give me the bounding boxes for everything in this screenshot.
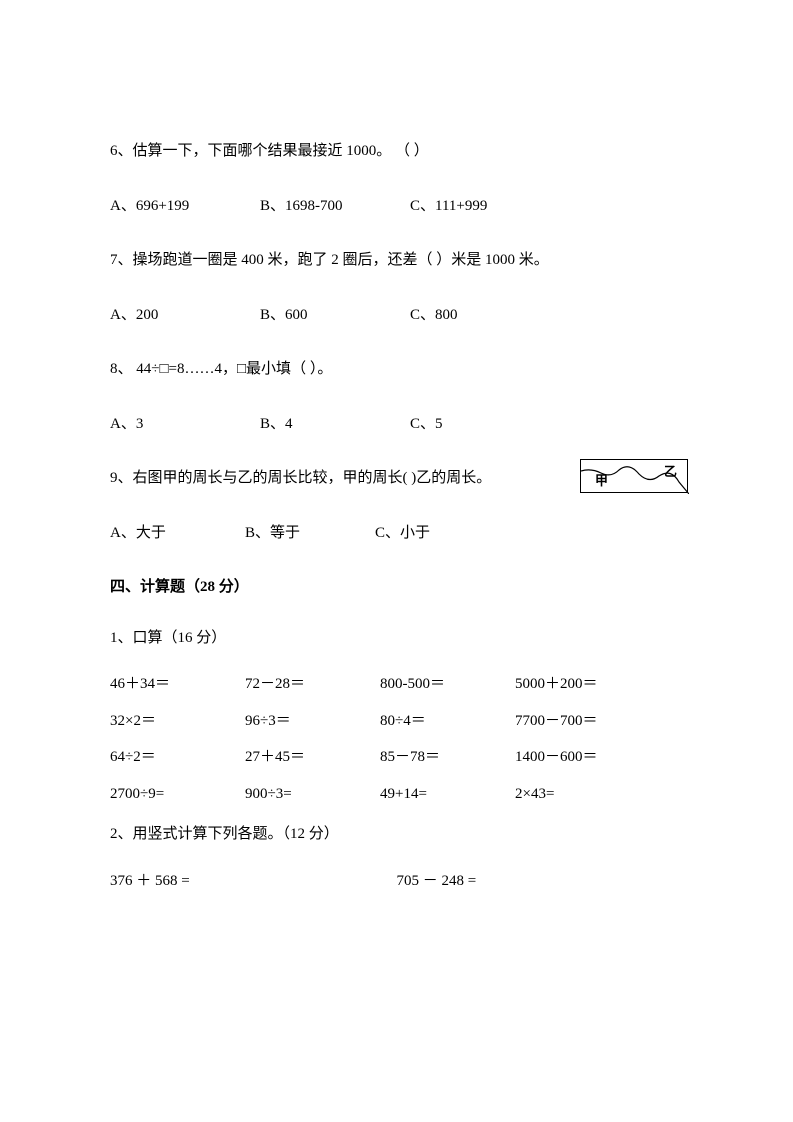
calc-row: 32×2＝ 96÷3＝ 80÷4＝ 7700－700＝ [110,710,683,733]
calc-cell: 7700－700＝ [515,710,675,733]
vertical-calc-row: 376 ＋ 568 = 705 － 248 = [110,870,683,893]
vertical-calc-2: 705 － 248 = [397,870,684,893]
calc-cell: 72－28＝ [245,673,380,696]
calc-row: 46＋34＝ 72－28＝ 800-500＝ 5000＋200＝ [110,673,683,696]
q9-option-c: C、小于 [375,522,505,545]
calc-cell: 27＋45＝ [245,746,380,769]
question-8-options: A、3 B、4 C、5 [110,413,683,436]
q8-option-a: A、3 [110,413,260,436]
q7-option-a: A、200 [110,304,260,327]
question-7-text: 7、操场跑道一圈是 400 米，跑了 2 圈后，还差（ ）米是 1000 米。 [110,252,549,268]
q6-option-a: A、696+199 [110,195,260,218]
calc-cell: 5000＋200＝ [515,673,675,696]
calc-cell: 900÷3= [245,783,380,806]
calc-cell: 2×43= [515,783,675,806]
calc-cell: 800-500＝ [380,673,515,696]
question-6-text: 6、估算一下，下面哪个结果最接近 1000。 （ ） [110,143,429,159]
q6-option-b: B、1698-700 [260,195,410,218]
calc-cell: 46＋34＝ [110,673,245,696]
question-8: 8、 44÷□=8……4，□最小填（ ）。 [110,358,683,381]
question-6-options: A、696+199 B、1698-700 C、111+999 [110,195,683,218]
calc-cell: 85－78＝ [380,746,515,769]
calc-cell: 80÷4＝ [380,710,515,733]
section-4-title: 四、计算题（28 分） [110,576,683,599]
question-7: 7、操场跑道一圈是 400 米，跑了 2 圈后，还差（ ）米是 1000 米。 [110,249,683,272]
calc-cell: 49+14= [380,783,515,806]
calc-row: 64÷2＝ 27＋45＝ 85－78＝ 1400－600＝ [110,746,683,769]
question-9-text: 9、右图甲的周长与乙的周长比较，甲的周长( )乙的周长。 [110,470,491,486]
q8-option-b: B、4 [260,413,410,436]
calc-cell: 2700÷9= [110,783,245,806]
section-4-sub2: 2、用竖式计算下列各题。（12 分） [110,823,683,846]
figure-label-jia: 甲 [595,471,608,491]
q9-option-a: A、大于 [110,522,245,545]
q7-option-c: C、800 [410,304,560,327]
question-9: 9、右图甲的周长与乙的周长比较，甲的周长( )乙的周长。 甲 乙 [110,467,683,490]
question-6: 6、估算一下，下面哪个结果最接近 1000。 （ ） [110,140,683,163]
q7-option-b: B、600 [260,304,410,327]
calc-cell: 64÷2＝ [110,746,245,769]
calc-cell: 1400－600＝ [515,746,675,769]
perimeter-figure: 甲 乙 [580,459,688,493]
q8-option-c: C、5 [410,413,560,436]
question-9-options: A、大于 B、等于 C、小于 [110,522,683,545]
question-8-text: 8、 44÷□=8……4，□最小填（ ）。 [110,361,332,377]
section-4-sub1: 1、口算（16 分） [110,627,683,650]
mental-calc-grid: 46＋34＝ 72－28＝ 800-500＝ 5000＋200＝ 32×2＝ 9… [110,673,683,805]
calc-row: 2700÷9= 900÷3= 49+14= 2×43= [110,783,683,806]
calc-cell: 32×2＝ [110,710,245,733]
calc-cell: 96÷3＝ [245,710,380,733]
figure-label-yi: 乙 [664,462,677,482]
q9-option-b: B、等于 [245,522,375,545]
question-7-options: A、200 B、600 C、800 [110,304,683,327]
vertical-calc-1: 376 ＋ 568 = [110,870,397,893]
q6-option-c: C、111+999 [410,195,560,218]
